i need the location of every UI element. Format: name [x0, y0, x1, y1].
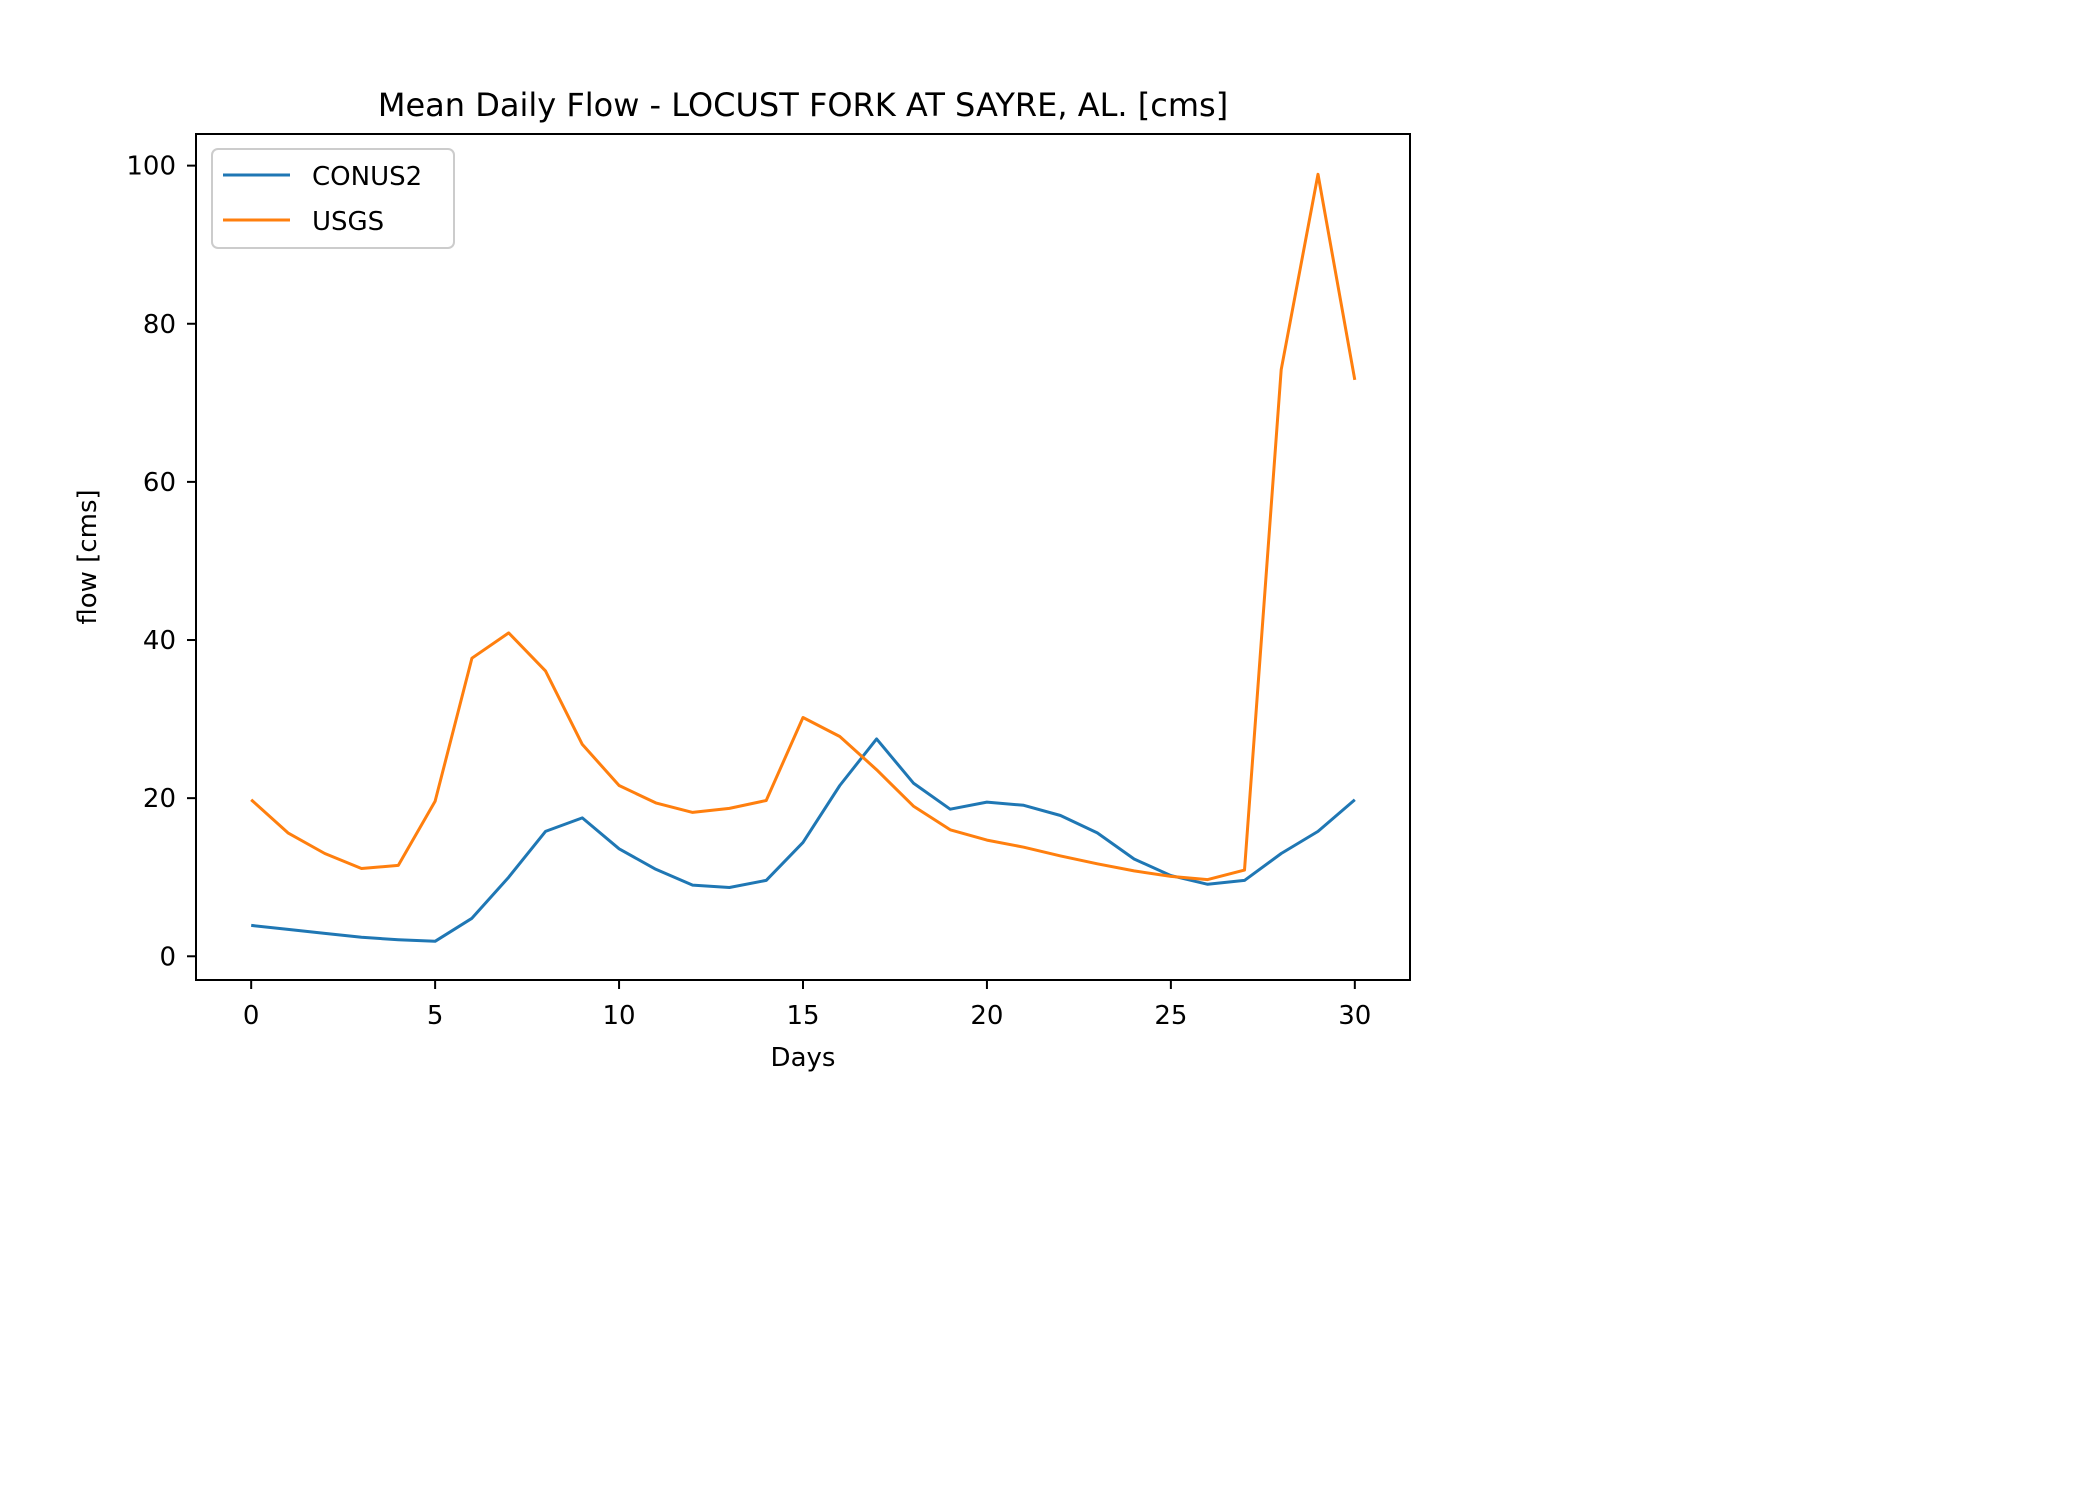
plot-area-frame	[195, 133, 1411, 981]
series-layer	[250, 172, 1357, 943]
y-tick-label: 0	[159, 942, 176, 972]
legend-label-usgs: USGS	[312, 207, 384, 237]
x-tick-label: 30	[1338, 1001, 1371, 1031]
x-axis: 0 5 10 15 20 25 30	[243, 980, 1371, 1031]
x-tick-label: 25	[1154, 1001, 1187, 1031]
chart-figure: Mean Daily Flow - LOCUST FORK AT SAYRE, …	[73, 86, 1411, 1073]
line-chart: Mean Daily Flow - LOCUST FORK AT SAYRE, …	[73, 86, 1411, 1073]
x-tick-label: 0	[243, 1001, 260, 1031]
y-tick-label: 40	[143, 626, 176, 656]
x-axis-label: Days	[771, 1043, 836, 1073]
y-tick-label: 60	[143, 468, 176, 498]
chart-title: Mean Daily Flow - LOCUST FORK AT SAYRE, …	[378, 86, 1228, 124]
x-tick-label: 5	[427, 1001, 444, 1031]
y-tick-label: 80	[143, 310, 176, 340]
x-tick-label: 20	[970, 1001, 1003, 1031]
x-tick-label: 15	[786, 1001, 819, 1031]
series-line-conus2	[251, 737, 1356, 943]
y-axis: 0 20 40 60 80 100	[126, 152, 196, 972]
y-tick-label: 100	[126, 152, 176, 182]
legend-label-conus2: CONUS2	[312, 162, 422, 192]
y-tick-label: 20	[143, 784, 176, 814]
series-line-usgs	[250, 172, 1357, 882]
legend: CONUS2 USGS	[211, 148, 455, 249]
x-tick-label: 10	[603, 1001, 636, 1031]
y-axis-label: flow [cms]	[73, 489, 103, 624]
